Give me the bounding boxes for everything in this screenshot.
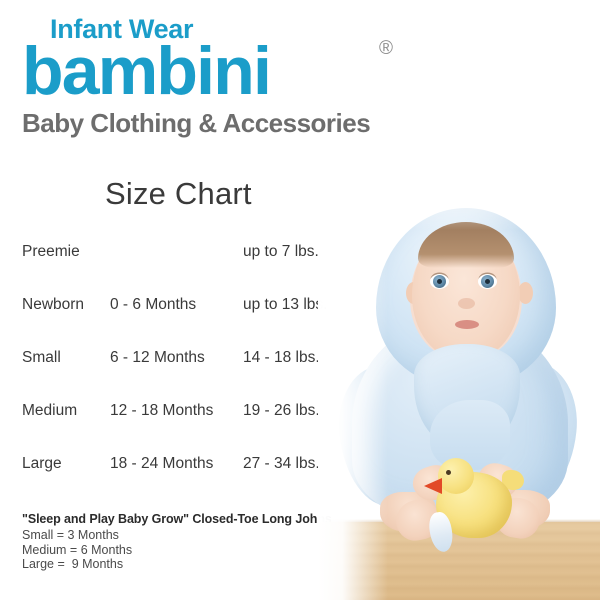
footnote-line: Small = 3 Months <box>22 528 119 542</box>
brand-wordmark: bambini <box>22 33 272 109</box>
cell-weight: 27 - 34 lbs. <box>243 455 320 472</box>
table-row: Large 18 - 24 Months 27 - 34 lbs. <box>22 455 342 508</box>
cell-weight: 14 - 18 lbs. <box>243 349 320 366</box>
footnote-line: Large = 9 Months <box>22 557 124 571</box>
cell-age: 12 - 18 Months <box>110 402 214 419</box>
cell-size: Newborn <box>22 296 85 313</box>
rubber-duck-tail <box>502 470 524 490</box>
baby-nose <box>458 298 475 309</box>
footnote-title: "Sleep and Play Baby Grow" Closed-Toe Lo… <box>22 512 332 526</box>
baby-pupil-right <box>485 279 490 284</box>
baby-photo <box>318 170 600 600</box>
table-row: Small 6 - 12 Months 14 - 18 lbs. <box>22 349 342 402</box>
cell-age: 0 - 6 Months <box>110 296 197 313</box>
brand-eyebrow-text: Infant Wear <box>50 14 194 44</box>
registered-trademark-icon: ® <box>379 38 393 59</box>
cell-size: Large <box>22 455 62 472</box>
baby-ear-right <box>518 282 533 304</box>
cell-weight: 19 - 26 lbs. <box>243 402 320 419</box>
table-row: Newborn 0 - 6 Months up to 13 lbs. <box>22 296 342 349</box>
robe-lapel-fold <box>430 400 510 470</box>
baby-mouth <box>455 320 479 329</box>
size-chart-table: Preemie up to 7 lbs. Newborn 0 - 6 Month… <box>22 243 342 508</box>
page-title: Size Chart <box>105 176 252 211</box>
cell-age: 18 - 24 Months <box>110 455 214 472</box>
brand-wordmark-row: bambini ® <box>22 33 422 109</box>
cell-size: Small <box>22 349 61 366</box>
table-row: Medium 12 - 18 Months 19 - 26 lbs. <box>22 402 342 455</box>
footnote-line: Medium = 6 Months <box>22 542 133 557</box>
cell-age: 6 - 12 Months <box>110 349 205 366</box>
cell-weight: up to 7 lbs. <box>243 243 319 260</box>
rubber-duck-head <box>438 458 474 494</box>
brand-tagline: Baby Clothing & Accessories <box>22 108 371 138</box>
baby-pupil-left <box>437 279 442 284</box>
rubber-duck-beak <box>424 478 442 494</box>
footnote-block: "Sleep and Play Baby Grow" Closed-Toe Lo… <box>22 511 342 572</box>
rubber-duck-eye <box>446 470 451 475</box>
table-row: Preemie up to 7 lbs. <box>22 243 342 296</box>
cell-size: Preemie <box>22 243 80 260</box>
cell-weight: up to 13 lbs. <box>243 296 328 313</box>
cell-size: Medium <box>22 402 78 419</box>
brand-logo: Infant Wear bambini ® Baby Clothing & Ac… <box>22 14 422 138</box>
